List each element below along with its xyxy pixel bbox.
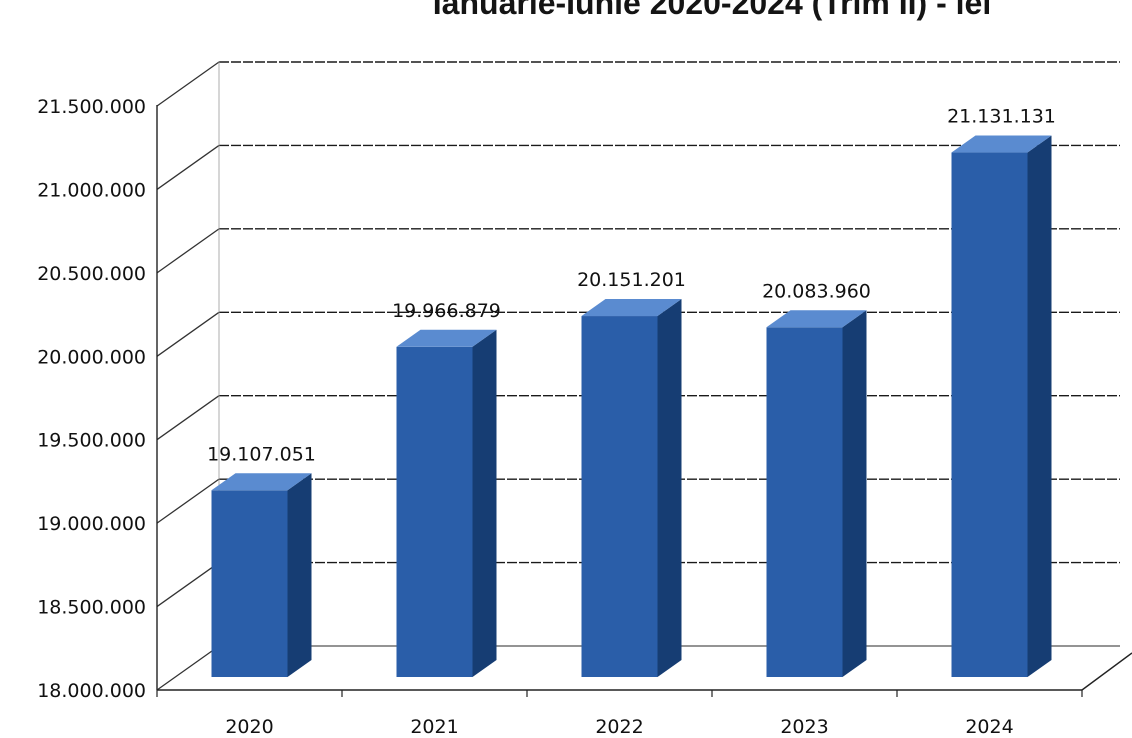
y-tick-label: 19.000.000	[37, 513, 146, 535]
y-tick-label: 18.000.000	[37, 680, 146, 702]
bar-2023	[766, 310, 867, 677]
gridline-side	[156, 61, 220, 107]
bars	[211, 135, 1052, 677]
data-label: 19.107.051	[207, 443, 316, 465]
bar-top-face	[951, 135, 1052, 153]
data-label: 20.083.960	[762, 280, 871, 302]
bar-front-face	[396, 346, 473, 677]
bar-front-face	[211, 490, 288, 677]
x-axis-categories: 2020 2021 2022 2023 2024	[225, 716, 1013, 738]
bar-top-face	[581, 299, 682, 317]
bar-top-face	[211, 473, 312, 491]
gridline-side	[156, 478, 220, 524]
gridline-side	[156, 311, 220, 357]
gridline-side	[156, 562, 220, 608]
x-category-label: 2023	[780, 716, 828, 738]
y-tick-label: 18.500.000	[37, 597, 146, 619]
data-label: 20.151.201	[577, 269, 686, 291]
bar-side-face	[842, 310, 867, 677]
bar-front-face	[581, 316, 658, 677]
x-category-label: 2024	[965, 716, 1013, 738]
y-tick-label: 21.000.000	[37, 179, 146, 201]
x-category-label: 2022	[595, 716, 643, 738]
y-tick-label: 20.500.000	[37, 263, 146, 285]
bar-2022	[581, 299, 682, 677]
bar-top-face	[766, 310, 867, 328]
chart-title: Ianuarie-Iunie 2020-2024 (Trim II) - lei	[433, 0, 991, 21]
bar-side-face	[472, 329, 497, 677]
y-tick-label: 21.500.000	[37, 96, 146, 118]
bar-front-face	[766, 327, 843, 677]
x-category-label: 2021	[410, 716, 458, 738]
bar-2021	[396, 329, 497, 677]
gridline-side	[156, 395, 220, 441]
gridline-side	[156, 144, 220, 190]
floor-edge	[1081, 652, 1132, 691]
data-label: 19.966.879	[392, 300, 501, 322]
y-tick-label: 19.500.000	[37, 430, 146, 452]
gridline-side	[156, 228, 220, 274]
axes	[156, 61, 1132, 697]
gridline-side	[156, 645, 220, 691]
x-category-label: 2020	[225, 716, 273, 738]
y-tick-label: 20.000.000	[37, 346, 146, 368]
bar-front-face	[951, 152, 1028, 677]
bar-side-face	[1027, 135, 1052, 677]
bar-2020	[211, 473, 312, 677]
bar-side-face	[657, 299, 682, 677]
bar-top-face	[396, 329, 497, 347]
bar-side-face	[287, 473, 312, 677]
data-labels: 19.107.051 19.966.879 20.151.201 20.083.960…	[207, 106, 1056, 466]
bar-2024	[951, 135, 1052, 677]
y-axis-ticks: 18.000.000 18.500.000 19.000.000 19.500.000…	[37, 96, 146, 702]
data-label: 21.131.131	[947, 106, 1056, 128]
